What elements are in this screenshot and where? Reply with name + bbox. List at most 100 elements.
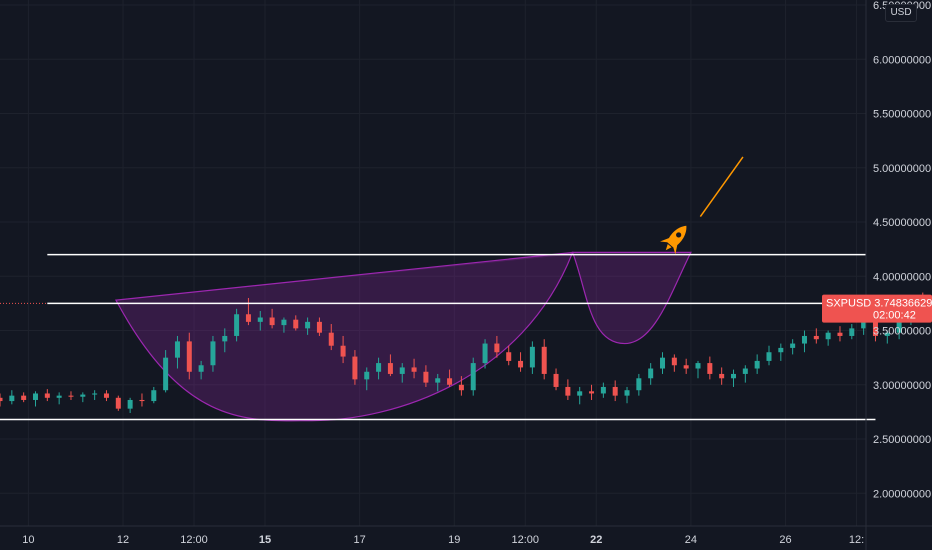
candle-body: [9, 395, 15, 402]
candle-body: [139, 399, 145, 402]
candle-body: [387, 363, 393, 374]
candle-body: [222, 335, 228, 342]
candle-body: [127, 399, 133, 409]
candle-body: [482, 343, 488, 364]
candle-body: [316, 321, 322, 333]
candle-body: [825, 332, 831, 340]
currency-button[interactable]: USD: [885, 4, 917, 22]
candle-body: [849, 328, 855, 336]
candle-body: [411, 367, 417, 372]
candle-body: [529, 346, 535, 368]
candle-body: [68, 395, 74, 397]
candle-body: [624, 390, 630, 396]
x-tick-label: 19: [448, 534, 460, 546]
candle-body: [376, 363, 382, 372]
candle-body: [861, 321, 867, 329]
y-tick-label: 5.50000000: [873, 109, 931, 121]
candle-body: [683, 365, 689, 369]
candle-body: [423, 371, 429, 383]
candle-body: [778, 347, 784, 353]
target-trend-line[interactable]: [699, 156, 744, 218]
candle-body: [234, 314, 240, 336]
candle-body: [245, 314, 251, 322]
y-tick-label: 4.50000000: [873, 217, 931, 229]
candle-body: [281, 319, 287, 326]
candle-body: [32, 393, 38, 400]
candle-body: [44, 393, 50, 398]
candle-body: [293, 319, 299, 329]
y-tick-label: 3.00000000: [873, 380, 931, 392]
cup-and-handle-pattern[interactable]: [114, 251, 692, 422]
horizontal-lines[interactable]: [0, 253, 876, 421]
candle-body: [198, 365, 204, 372]
candle-body: [766, 352, 772, 361]
candle-body: [565, 386, 571, 396]
candle-body: [447, 378, 453, 385]
x-tick-label: 17: [354, 534, 366, 546]
candle-body: [695, 363, 701, 369]
x-tick-label: 24: [685, 534, 697, 546]
y-tick-label: 4.00000000: [873, 271, 931, 283]
candle-body: [648, 368, 654, 379]
candle-body: [328, 332, 334, 346]
x-tick-label: 12:: [849, 534, 864, 546]
candle-body: [518, 360, 524, 368]
candle-body: [671, 357, 677, 366]
y-tick-label: 3.50000000: [873, 326, 931, 338]
candle-body: [174, 341, 180, 358]
candle-body: [305, 321, 311, 329]
candle-body: [884, 332, 890, 336]
candle-body: [577, 391, 583, 396]
candle-body: [210, 341, 216, 366]
candle-body: [92, 393, 98, 395]
x-tick-label: 10: [22, 534, 34, 546]
cup-fill: [114, 251, 574, 422]
x-tick-label: 22: [590, 534, 602, 546]
candle-body: [506, 352, 512, 361]
candle-body: [813, 335, 819, 340]
candle-body: [399, 367, 405, 374]
last-price-label: SXPUSD 3.74836629: [826, 298, 932, 310]
x-tick-label: 12:00: [512, 534, 540, 546]
candle-body: [494, 343, 500, 353]
last-price-tag-box: [822, 294, 932, 323]
candle-body: [719, 373, 725, 379]
grid-lines: [0, 0, 866, 526]
candle-body: [458, 384, 464, 391]
y-axis[interactable]: 6.500000006.000000005.500000005.00000000…: [873, 0, 931, 500]
candle-body: [801, 335, 807, 344]
x-axis[interactable]: 10 12 12:00 15 17 19 12:00 22 24 26 12:: [22, 534, 864, 546]
candle-body: [340, 345, 346, 357]
candle-body: [56, 395, 62, 398]
x-tick-label: 15: [259, 534, 271, 546]
candle-body: [186, 341, 192, 372]
y-tick-label: 2.00000000: [873, 488, 931, 500]
handle-fill: [571, 251, 692, 345]
candle-body: [352, 356, 358, 380]
x-tick-label: 12:00: [180, 534, 208, 546]
x-tick-label: 12: [117, 534, 129, 546]
candle-body: [151, 390, 157, 402]
rocket-icon: [660, 225, 687, 255]
candle-body: [872, 321, 878, 336]
y-tick-label: 5.00000000: [873, 163, 931, 175]
candle-body: [589, 391, 595, 394]
candle-body: [896, 321, 902, 333]
candle-body: [790, 343, 796, 348]
x-tick-label: 26: [779, 534, 791, 546]
candle-body: [103, 393, 109, 398]
candle-body: [435, 378, 441, 383]
candle-body: [553, 373, 559, 387]
candle-body: [269, 317, 275, 326]
candle-body: [115, 397, 121, 409]
candle-body: [742, 368, 748, 374]
candle-body: [470, 363, 476, 391]
candle-body: [707, 363, 713, 374]
candle-body: [0, 397, 3, 402]
candle-body: [257, 317, 263, 322]
candle-body: [837, 332, 843, 336]
candle-body: [730, 373, 736, 379]
y-tick-label: 2.50000000: [873, 434, 931, 446]
